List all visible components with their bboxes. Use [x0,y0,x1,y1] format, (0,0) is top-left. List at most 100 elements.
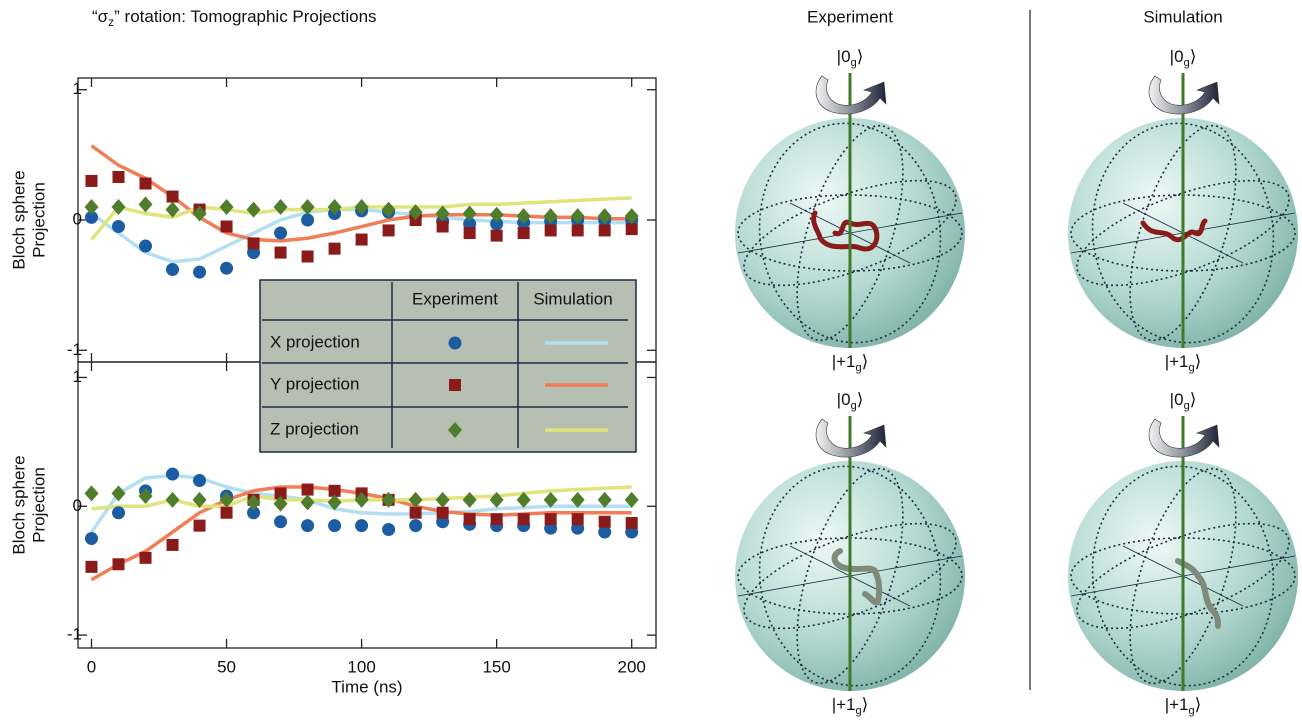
ket-subscript: g [1189,705,1195,717]
marker [219,198,234,215]
marker [193,474,207,488]
marker [355,233,368,246]
marker [517,513,530,526]
marker [193,519,206,532]
ket-bracket: ⟩ [1190,47,1197,66]
marker [139,177,152,190]
marker [435,491,450,508]
marker [165,201,180,218]
marker [408,491,423,508]
marker [448,422,462,438]
marker [301,519,315,533]
marker [598,515,611,528]
legend-column: Simulation [533,289,612,308]
marker [436,506,449,519]
marker [246,201,261,218]
marker [328,484,341,497]
marker [273,495,288,512]
sphere-column-title: Simulation [1143,7,1222,26]
marker [138,196,153,213]
ket-bar: | [1170,47,1174,66]
marker [462,491,477,508]
x-tick-label: 50 [217,657,236,676]
marker [328,519,342,533]
ket-label: |0g⟩ [1170,390,1197,411]
marker [246,494,261,511]
sphere-column-title: Experiment [807,7,893,26]
marker [624,208,639,225]
marker [355,519,369,533]
marker [409,506,422,519]
y-axis-title: Bloch sphere [9,455,28,554]
marker [490,217,504,231]
ket-subscript: g [856,705,862,717]
marker [435,205,450,222]
ket-bar: | [832,695,836,714]
ket-bar: | [1165,352,1169,371]
ket-label: |0g⟩ [837,390,864,411]
legend-label: Y projection [270,374,359,393]
marker [274,226,288,240]
marker [382,522,396,536]
marker [448,336,462,350]
ket-label: |+1g⟩ [832,695,869,716]
ket-state: 0 [841,390,850,409]
marker [300,198,315,215]
marker [381,491,396,508]
marker [192,205,207,222]
ket-bar: | [1165,695,1169,714]
marker [139,239,153,253]
ket-bar: | [1170,390,1174,409]
y-tick-label: 0 [73,209,82,228]
marker [220,220,233,233]
y-tick-label: 1 [73,367,82,386]
marker [516,491,531,508]
y-tick-label: -1 [67,340,82,359]
marker [220,261,234,275]
ket-bracket: ⟩ [857,390,864,409]
y-axis-title: Bloch sphere [9,170,28,269]
ket-label: |0g⟩ [1170,47,1197,68]
ket-state: 0 [1174,390,1183,409]
marker [597,208,612,225]
marker [624,491,639,508]
marker [247,506,261,520]
marker [247,237,260,250]
marker [301,213,315,227]
bloch-spheres: Experiment|0g⟩|+1g⟩|0g⟩|+1g⟩Simulation|0… [730,7,1302,717]
ket-bracket: ⟩ [1195,352,1202,371]
ket-label: |+1g⟩ [1165,695,1202,716]
marker [328,242,341,255]
marker [273,198,288,215]
marker [220,506,233,519]
ket-state: +1 [836,695,855,714]
ket-bracket: ⟩ [857,47,864,66]
marker [274,515,288,529]
title-subscript: z [108,15,114,29]
marker [193,265,207,279]
legend-label: X projection [270,332,360,351]
legend-column: Experiment [412,289,498,308]
marker [84,198,99,215]
ket-label: |0g⟩ [837,47,864,68]
marker [436,220,449,233]
marker [489,206,504,223]
ket-bar: | [837,47,841,66]
marker [327,494,342,511]
ket-state: 0 [1174,47,1183,66]
marker [138,487,153,504]
simulation-line [90,144,632,243]
ket-subscript: g [1184,400,1190,412]
ket-subscript: g [851,400,857,412]
marker [516,208,531,225]
marker [598,224,611,237]
marker [449,379,461,391]
ket-label: |+1g⟩ [832,352,869,373]
marker [625,223,638,236]
ket-bracket: ⟩ [1190,390,1197,409]
ket-subscript: g [1184,57,1190,69]
simulation-line [90,473,632,534]
marker [166,538,179,551]
marker [85,560,98,573]
